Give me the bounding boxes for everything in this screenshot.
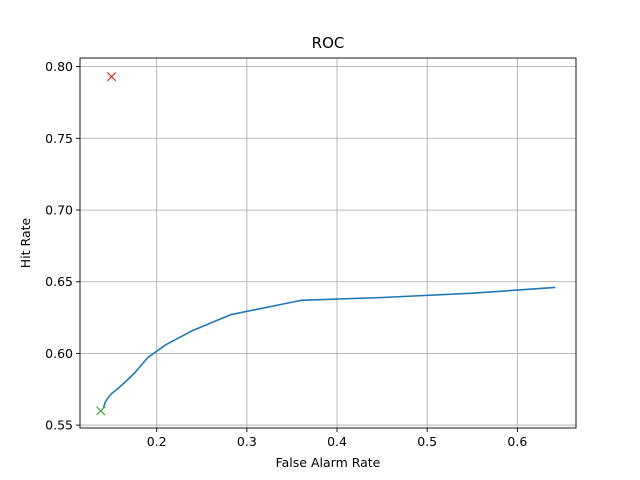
y-tick-label: 0.55	[45, 418, 73, 433]
y-tick-label: 0.80	[45, 59, 73, 74]
x-tick-label: 0.3	[237, 434, 257, 449]
x-marker	[106, 72, 117, 82]
x-tick-label: 0.4	[327, 434, 347, 449]
grid-layer	[80, 58, 576, 428]
plot-area	[80, 58, 576, 428]
tick-layer: 0.2 0.3 0.4 0.5 0.6 0.55 0.60 0.65 0.70 0.75 0.80	[45, 59, 527, 449]
y-tick-label: 0.75	[45, 131, 73, 146]
x-tick-label: 0.6	[507, 434, 527, 449]
x-marker	[96, 406, 106, 416]
roc-curve-line	[102, 286, 556, 409]
y-tick-label: 0.65	[45, 274, 73, 289]
y-tick-label: 0.60	[45, 346, 73, 361]
series-layer	[102, 286, 556, 409]
y-tick-label: 0.70	[45, 203, 73, 218]
x-tick-label: 0.2	[147, 434, 167, 449]
chart-title: ROC	[312, 34, 345, 52]
x-axis-label: False Alarm Rate	[276, 455, 381, 470]
y-axis-label: Hit Rate	[18, 217, 33, 268]
plot-frame	[79, 57, 577, 429]
x-tick-label: 0.5	[417, 434, 437, 449]
marker-layer	[96, 72, 117, 416]
